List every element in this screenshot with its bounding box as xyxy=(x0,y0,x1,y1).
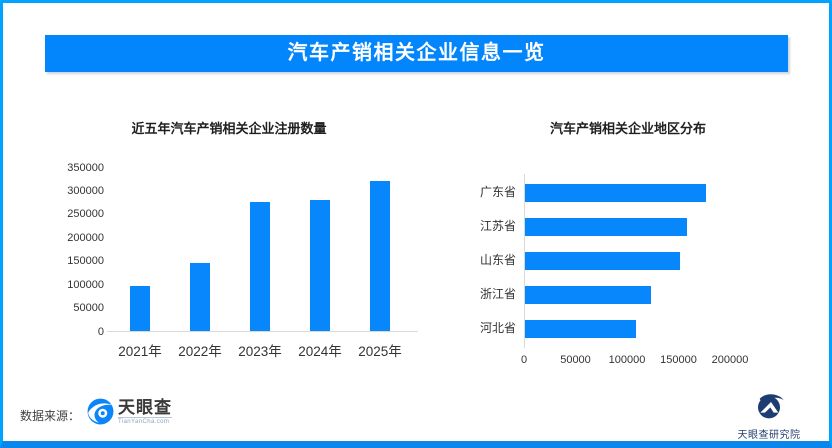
research-institute-mountain-icon xyxy=(753,392,785,425)
bar xyxy=(525,252,680,270)
tianyancha-logo-text: 天眼查 TianYanCha.com xyxy=(118,398,172,425)
left-chart-title: 近五年汽车产销相关企业注册数量 xyxy=(131,121,327,136)
data-source-label: 数据来源： xyxy=(20,409,81,423)
x-axis-category-label: 2021年 xyxy=(118,344,162,359)
y-axis-tick-label: 0 xyxy=(97,325,104,338)
header-banner: 汽车产销相关企业信息一览 xyxy=(45,35,788,72)
bar xyxy=(525,286,651,304)
bar xyxy=(310,200,330,331)
bar xyxy=(250,202,270,331)
tianyancha-eye-icon xyxy=(87,398,114,430)
tianyancha-logo-name: 天眼查 xyxy=(118,398,172,417)
y-axis-tick-label: 150000 xyxy=(67,255,104,268)
x-axis-tick-label: 150000 xyxy=(660,354,697,366)
left-bar-chart-plot: 0 50000 100000 150000 200000 250000 300000 3500… xyxy=(67,162,418,359)
tianyancha-logo: 天眼查 TianYanCha.com xyxy=(87,398,172,430)
y-axis-category-label: 江苏省 xyxy=(479,219,516,233)
x-axis-category-label: 2025年 xyxy=(358,344,402,359)
y-axis-tick-label: 200000 xyxy=(67,231,104,244)
right-chart-title: 汽车产销相关企业地区分布 xyxy=(549,121,706,136)
x-axis-tick-label: 50000 xyxy=(560,354,591,366)
bar xyxy=(525,184,706,202)
y-axis-line xyxy=(524,174,525,348)
y-axis-category-label: 河北省 xyxy=(479,321,516,335)
page-title: 汽车产销相关企业信息一览 xyxy=(287,42,546,64)
bar xyxy=(370,181,390,331)
x-axis-tick-label: 200000 xyxy=(711,354,749,366)
tianyancha-logo-subtext: TianYanCha.com xyxy=(118,417,172,425)
x-axis-category-label: 2022年 xyxy=(178,344,222,359)
y-axis-category-label: 山东省 xyxy=(479,253,516,267)
x-axis-category-label: 2024年 xyxy=(298,344,342,359)
bar xyxy=(525,218,687,236)
bar xyxy=(525,320,636,338)
research-institute-logo: 天眼查研究院 xyxy=(731,392,807,441)
bar xyxy=(130,286,150,331)
registration-trend-chart: 近五年汽车产销相关企业注册数量 0 50000 100000 150000 200000… xyxy=(62,108,422,366)
x-axis-line xyxy=(107,331,418,332)
x-axis-category-label: 2023年 xyxy=(238,344,282,359)
research-institute-label: 天眼查研究院 xyxy=(737,430,801,441)
x-axis-tick-label: 100000 xyxy=(608,354,646,366)
y-axis-tick-label: 100000 xyxy=(67,278,104,291)
y-axis-tick-label: 250000 xyxy=(67,208,104,221)
region-distribution-chart: 汽车产销相关企业地区分布 广东省江苏省山东省浙江省河北省 0 50000 100000… xyxy=(455,108,791,366)
x-axis-tick-label: 0 xyxy=(520,354,528,366)
y-axis-tick-label: 350000 xyxy=(67,161,104,174)
right-bar-chart-plot: 广东省江苏省山东省浙江省河北省 0 50000 100000 150000 200000 xyxy=(480,174,748,366)
y-axis-category-label: 广东省 xyxy=(479,185,516,199)
y-axis-tick-label: 50000 xyxy=(73,302,104,315)
bar xyxy=(190,263,210,331)
y-axis-tick-label: 300000 xyxy=(67,184,104,197)
y-axis-category-label: 浙江省 xyxy=(479,287,516,301)
